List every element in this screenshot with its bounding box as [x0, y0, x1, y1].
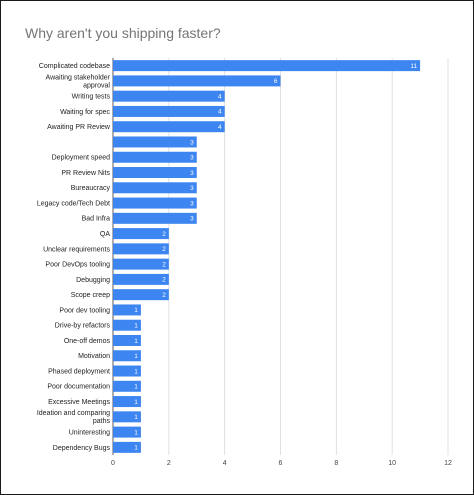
category-label: Writing tests — [72, 94, 111, 101]
bar-value-label: 1 — [134, 323, 138, 330]
bar — [113, 105, 225, 117]
bar — [113, 319, 141, 331]
bar-value-label: 11 — [410, 63, 417, 70]
bar — [113, 289, 169, 301]
category-label: Legacy code/Tech Debt — [37, 200, 110, 207]
bar-value-label: 1 — [134, 338, 138, 345]
bar-value-label: 3 — [190, 170, 194, 177]
x-tick-label: 4 — [223, 460, 227, 467]
bar-value-label: 2 — [162, 261, 166, 268]
category-label: Uninteresting — [69, 429, 110, 436]
category-label: Poor dev tooling — [59, 307, 110, 314]
bar — [113, 75, 281, 87]
bar — [113, 243, 169, 255]
category-label: Awaiting stakeholder approval — [46, 74, 111, 89]
bar-value-label: 4 — [218, 93, 222, 100]
x-tick-label: 10 — [388, 460, 396, 467]
bar — [113, 167, 197, 179]
category-label: Drive-by refactors — [55, 323, 111, 330]
category-label: Awaiting PR Review — [47, 124, 111, 131]
category-label: Bureaucracy — [71, 185, 111, 192]
x-tick-label: 12 — [444, 460, 452, 467]
category-label: One-off demos — [64, 338, 111, 345]
category-label: PR Review Nits — [61, 170, 110, 177]
bar-value-label: 4 — [218, 109, 222, 116]
bar-value-label: 1 — [134, 384, 138, 391]
category-label: Phased deployment — [48, 368, 110, 375]
chart-title: Why aren't you shipping faster? — [25, 25, 221, 41]
bar-value-label: 3 — [190, 155, 194, 162]
bar — [113, 350, 141, 362]
bar — [113, 411, 141, 423]
x-tick-label: 0 — [111, 460, 115, 467]
bar-value-label: 3 — [190, 200, 194, 207]
category-label: Dependency Bugs — [53, 445, 111, 452]
x-tick-label: 6 — [279, 460, 283, 467]
bar — [113, 380, 141, 392]
bar-value-label: 1 — [134, 368, 138, 375]
bar — [113, 90, 225, 102]
bar — [113, 426, 141, 438]
bar — [113, 151, 197, 163]
category-label: Ideation and comparing paths — [37, 410, 111, 425]
x-axis-ticks: 0 2 4 6 8 10 12 — [111, 460, 452, 467]
bar — [113, 304, 141, 316]
bar-value-label: 2 — [162, 277, 166, 284]
gridlines — [112, 58, 449, 455]
category-label: Excessive Meetings — [48, 399, 110, 406]
bar-value-label: 1 — [134, 353, 138, 360]
x-tick-label: 8 — [334, 460, 338, 467]
bar — [113, 441, 141, 453]
bar-value-label: 1 — [134, 399, 138, 406]
bar — [113, 258, 169, 270]
category-label: Motivation — [78, 353, 110, 360]
category-label: Poor documentation — [47, 384, 110, 391]
bar — [113, 60, 421, 72]
bar-value-label: 3 — [190, 216, 194, 223]
bar-value-label: 1 — [134, 307, 138, 314]
category-label: Deployment speed — [52, 155, 110, 162]
bar — [113, 334, 141, 346]
category-label: Debugging — [76, 277, 110, 284]
bar-value-label: 4 — [218, 124, 222, 131]
category-label: QA — [100, 231, 110, 238]
category-labels: Complicated codebase Awaiting stakeholder… — [37, 63, 111, 452]
bar-value-label: 3 — [190, 139, 194, 146]
bar — [113, 365, 141, 377]
bar-value-label: 1 — [134, 429, 138, 436]
bar-value-label: 2 — [162, 231, 166, 238]
bar — [113, 182, 197, 194]
bar — [113, 136, 197, 148]
category-label: Waiting for spec — [60, 109, 110, 116]
bar — [113, 121, 225, 133]
category-label: Scope creep — [71, 292, 110, 299]
category-label: Bad Infra — [82, 216, 111, 223]
bar — [113, 197, 197, 209]
bar — [113, 273, 169, 285]
category-label: Unclear requirements — [43, 246, 110, 253]
x-tick-label: 2 — [167, 460, 171, 467]
bar-value-label: 3 — [190, 185, 194, 192]
category-label: Complicated codebase — [39, 63, 110, 70]
bar — [113, 212, 197, 224]
bar-value-label: 1 — [134, 445, 138, 452]
category-label: Poor DevOps tooling — [45, 262, 110, 269]
bar — [113, 396, 141, 408]
bar — [113, 228, 169, 240]
bar-value-label: 1 — [134, 414, 138, 421]
bar-value-label: 2 — [162, 246, 166, 253]
bar-value-label: 6 — [274, 78, 278, 85]
bar-value-label: 2 — [162, 292, 166, 299]
